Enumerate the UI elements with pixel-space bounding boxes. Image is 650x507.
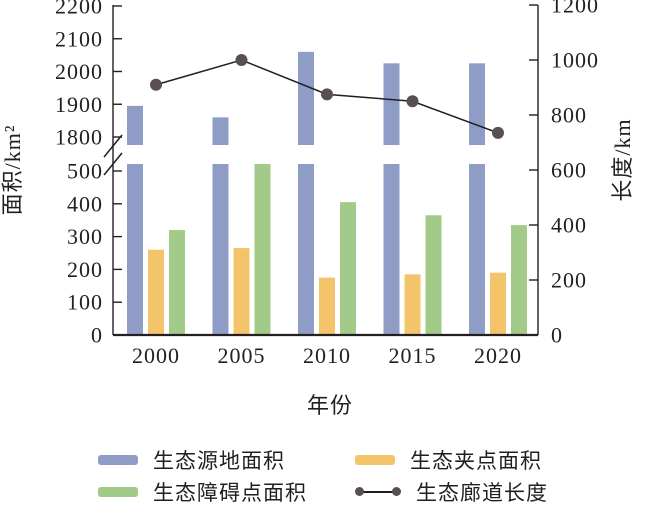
y-axis-label-left: 面积/km² xyxy=(0,125,25,216)
y-left-tick-label-300: 300 xyxy=(67,224,103,249)
line-layer xyxy=(150,54,504,139)
y-right-tick-label-400: 400 xyxy=(551,213,587,238)
bar-source-area-2020-upper xyxy=(469,63,485,145)
y-left-tick-label-500: 500 xyxy=(67,159,103,184)
y-right-tick-label-1200: 1200 xyxy=(551,0,599,18)
y-left-tick-label-1800: 1800 xyxy=(55,125,103,150)
y-left-tick-label-2100: 2100 xyxy=(55,26,103,51)
axis-break-mark-2 xyxy=(103,152,123,176)
legend-dot-right-corridor-length xyxy=(392,487,401,496)
bar-pinch-area-2005 xyxy=(233,248,250,335)
y-left-tick-label-0: 0 xyxy=(91,323,103,348)
y-right-tick-label-200: 200 xyxy=(551,268,587,293)
x-axis-label: 年份 xyxy=(307,393,353,418)
legend-swatch-pinch-area xyxy=(355,454,395,465)
x-tick-label-2000: 2000 xyxy=(132,343,180,368)
bars-layer xyxy=(127,51,527,335)
y-right-tick-label-1000: 1000 xyxy=(551,48,599,73)
bar-barrier-area-2005-lower xyxy=(254,164,271,335)
y-left-tick-label-2200: 2200 xyxy=(55,0,103,19)
chart-plot-area: 1800 1900 2000 2100 2200 0 100 200 300 400 500 0 200… xyxy=(0,0,635,418)
legend-label-barrier-area: 生态障碍点面积 xyxy=(153,480,307,505)
y-left-tick-label-100: 100 xyxy=(67,290,103,315)
point-corridor-length-2010 xyxy=(321,88,333,101)
x-tick-label-2020: 2020 xyxy=(474,343,522,368)
legend-item-corridor-length: 生态廊道长度 xyxy=(355,478,650,505)
point-corridor-length-2005 xyxy=(235,54,248,66)
legend-dot-left-corridor-length xyxy=(355,487,364,496)
point-corridor-length-2020 xyxy=(492,126,504,139)
x-tick-label-2015: 2015 xyxy=(389,343,437,368)
point-corridor-length-2015 xyxy=(406,95,419,108)
x-tick-label-2010: 2010 xyxy=(303,343,351,368)
bar-source-area-2015-upper xyxy=(383,63,400,145)
y-left-tick-label-1900: 1900 xyxy=(55,92,103,117)
bar-source-area-2000-lower xyxy=(127,164,143,335)
y-right-tick-label-800: 800 xyxy=(551,103,587,128)
y-left-tick-label-2000: 2000 xyxy=(55,59,103,84)
bar-barrier-area-2020 xyxy=(511,225,527,335)
point-corridor-length-2000 xyxy=(150,78,162,91)
x-tick-label-2005: 2005 xyxy=(218,343,266,368)
legend-label-corridor-length: 生态廊道长度 xyxy=(416,480,548,505)
bar-source-area-2005-lower xyxy=(212,164,229,335)
y-left-tick-label-200: 200 xyxy=(67,257,103,282)
y-right-tick-label-600: 600 xyxy=(551,158,587,183)
bar-pinch-area-2000 xyxy=(148,249,164,335)
bar-source-area-2020-lower xyxy=(469,164,485,335)
legend-item-source-area: 生态源地面积 xyxy=(98,446,355,473)
chart-legend: 生态源地面积 生态夹点面积生态障碍点面积 生态廊道长度 xyxy=(98,446,650,505)
y-axis-label-right: 长度/km xyxy=(610,118,635,201)
bar-source-area-2000-upper xyxy=(127,105,143,145)
y-right-tick-label-0: 0 xyxy=(551,323,563,348)
bar-pinch-area-2020 xyxy=(490,272,506,335)
bar-barrier-area-2010 xyxy=(340,202,356,335)
legend-swatch-barrier-area xyxy=(98,486,138,497)
legend-label-source-area: 生态源地面积 xyxy=(153,448,285,473)
legend-line-marker-corridor-length xyxy=(355,487,401,496)
axis-break-mark-1 xyxy=(103,134,123,158)
bar-barrier-area-2015 xyxy=(425,215,442,335)
legend-item-pinch-area: 生态夹点面积 xyxy=(355,446,650,473)
bar-pinch-area-2010 xyxy=(319,277,335,335)
bar-source-area-2005-upper xyxy=(212,117,229,145)
legend-item-barrier-area: 生态障碍点面积 xyxy=(98,478,355,505)
bar-source-area-2010-upper xyxy=(298,51,314,145)
legend-swatch-source-area xyxy=(98,454,138,465)
bar-source-area-2010-lower xyxy=(298,164,314,335)
legend-line-corridor-length xyxy=(358,490,398,493)
legend-label-pinch-area: 生态夹点面积 xyxy=(410,448,542,473)
bar-pinch-area-2015 xyxy=(404,274,421,335)
y-left-tick-label-400: 400 xyxy=(67,191,103,216)
bar-barrier-area-2000 xyxy=(169,230,185,335)
bar-source-area-2015-lower xyxy=(383,164,400,335)
axes-layer: 1800 1900 2000 2100 2200 0 100 200 300 400 500 0 200… xyxy=(55,0,599,368)
